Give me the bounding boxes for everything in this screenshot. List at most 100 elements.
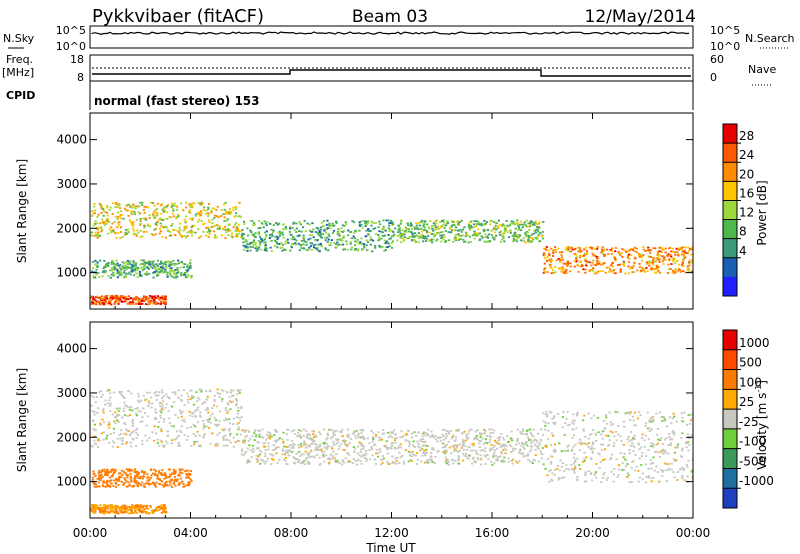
scatter-cell [135,480,138,482]
scatter-cell [632,450,635,452]
scatter-cell [519,220,522,223]
scatter-cell [159,410,162,412]
scatter-cell [432,238,435,241]
scatter-cell [111,505,114,508]
scatter-cell [298,230,301,232]
scatter-cell [337,243,340,246]
scatter-cell [105,482,108,485]
scatter-cell [341,239,344,242]
scatter-cell [102,210,105,213]
scatter-cell [599,461,602,464]
scatter-cell [108,426,111,429]
scatter-cell [407,450,410,453]
scatter-cell [108,476,112,479]
scatter-cell [488,435,491,437]
scatter-cell [294,458,297,460]
scatter-cell [217,216,220,219]
scatter-cell [506,435,509,437]
scatter-cell [493,227,496,230]
scatter-cell [584,271,587,274]
scatter-cell [460,231,463,233]
scatter-cell [689,259,692,261]
scatter-cell [191,234,194,237]
scatter-cell [320,226,323,229]
scatter-cell [540,235,543,237]
scatter-cell [148,391,151,394]
scatter-cell [273,448,277,451]
scatter-cell [604,414,608,417]
scatter-cell [602,473,605,476]
scatter-cell [132,268,135,271]
scatter-cell [148,297,151,300]
scatter-cell [421,230,424,233]
scatter-cell [590,458,593,461]
scatter-cell [95,486,98,488]
scatter-cell [346,434,349,437]
scatter-cell [534,220,537,223]
scatter-cell [335,222,338,225]
scatter-cell [119,214,122,216]
scatter-cell [536,230,540,233]
scatter-cell [576,476,579,478]
scatter-cell [315,446,318,449]
freq-unit: [MHz] [2,66,34,79]
scatter-cell [241,233,244,235]
scatter-cell [524,233,527,236]
scatter-cell [150,396,153,399]
scatter-cell [90,303,93,305]
scatter-cell [425,448,428,451]
scatter-cell [257,433,260,436]
scatter-cell [323,450,326,453]
scatter-cell [636,417,640,420]
scatter-cell [525,440,528,443]
scatter-cell [453,450,456,453]
scatter-cell [605,266,608,269]
scatter-cell [537,447,540,450]
scatter-cell [411,235,414,238]
scatter-cell [658,258,661,261]
scatter-cell [213,400,216,403]
scatter-cell [554,251,557,254]
scatter-cell [337,231,340,234]
scatter-cell [442,221,445,224]
scatter-cell [109,276,112,279]
scatter-cell [300,247,303,249]
scatter-cell [632,437,635,439]
scatter-cell [385,445,388,448]
scatter-cell [635,247,639,250]
scatter-cell [630,254,633,256]
scatter-cell [310,442,313,445]
scatter-cell [559,459,562,462]
scatter-cell [93,483,96,485]
scatter-cell [196,430,199,433]
scatter-cell [621,248,624,250]
y-tick-label: 4000 [56,133,87,147]
scatter-cell [313,455,316,458]
scatter-cell [686,475,689,478]
scatter-cell [548,480,551,483]
scatter-cell [460,432,464,435]
scatter-cell [410,460,413,462]
scatter-cell [594,440,598,442]
scatter-cell [326,434,329,436]
scatter-cell [520,239,523,242]
scatter-cell [613,269,616,271]
scatter-cell [412,453,415,456]
scatter-cell [327,445,330,448]
scatter-cell [390,235,393,238]
scatter-cell [95,507,98,510]
scatter-cell [138,401,141,404]
scatter-cell [180,202,183,205]
scatter-cell [656,428,659,430]
scatter-cell [441,451,444,454]
scatter-cell [154,227,158,230]
scatter-cell [388,224,391,227]
scatter-cell [586,260,589,263]
scatter-cell [580,443,583,446]
scatter-cell [633,261,636,264]
scatter-cell [399,222,402,225]
scatter-cell [297,446,300,449]
scatter-cell [238,215,241,217]
scatter-cell [602,443,605,446]
scatter-cell [109,295,112,297]
